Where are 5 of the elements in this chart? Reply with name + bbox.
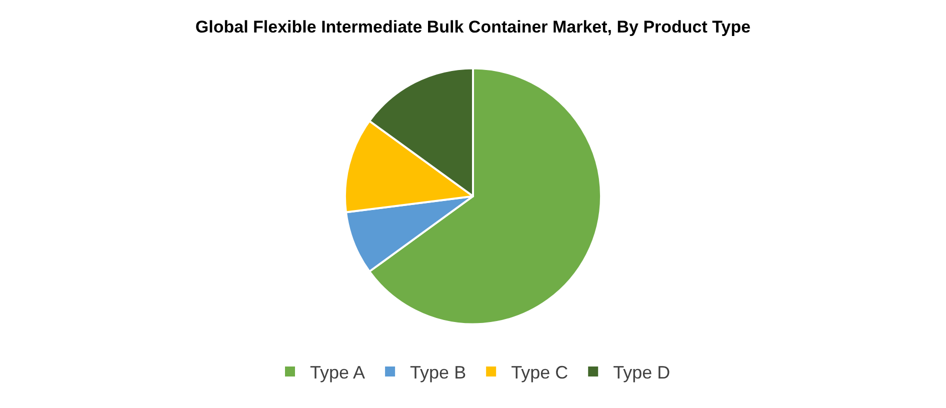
legend-label: Type A (310, 362, 366, 382)
legend-label: Type B (410, 362, 466, 382)
legend-label: Type C (511, 362, 568, 382)
legend-label: Type D (613, 362, 670, 382)
chart-title: Global Flexible Intermediate Bulk Container Market, By Product Type (195, 17, 751, 36)
